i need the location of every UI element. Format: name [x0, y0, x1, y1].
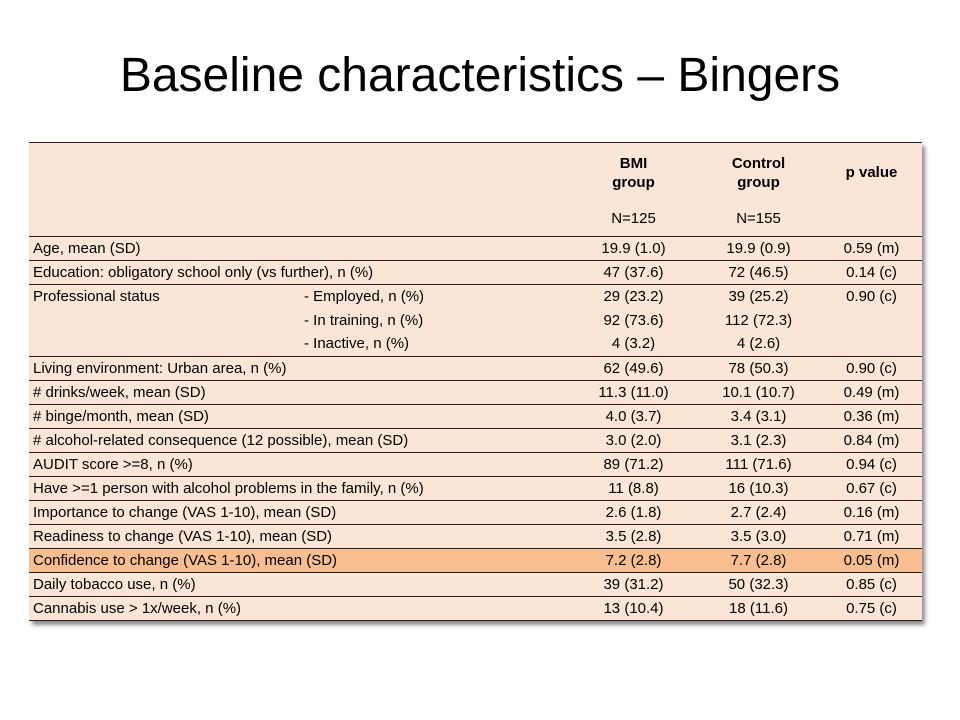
table-row: # alcohol-related consequence (12 possib… — [29, 428, 922, 453]
row-label: # drinks/week, mean (SD) — [29, 380, 571, 405]
row-label — [29, 332, 300, 357]
table-row: Importance to change (VAS 1-10), mean (S… — [29, 500, 922, 525]
bmi-value: 3.5 (2.8) — [571, 524, 696, 549]
row-label: Living environment: Urban area, n (%) — [29, 356, 571, 381]
p-value: 0.75 (c) — [821, 596, 922, 621]
header-blank-cell — [29, 142, 571, 237]
header-control-group-text: Control group — [731, 154, 786, 191]
header-bmi-group: BMI group — [571, 142, 696, 203]
header-bmi-n: N=125 — [571, 202, 696, 237]
control-value: 19.9 (0.9) — [696, 236, 821, 261]
bmi-value: 4.0 (3.7) — [571, 404, 696, 429]
table-row: # drinks/week, mean (SD) 11.3 (11.0) 10.1 … — [29, 380, 922, 405]
control-value: 16 (10.3) — [696, 476, 821, 501]
bmi-value: 11.3 (11.0) — [571, 380, 696, 405]
table-row: Have >=1 person with alcohol problems in… — [29, 476, 922, 501]
row-sublabel: - In training, n (%) — [300, 308, 571, 333]
p-value: 0.49 (m) — [821, 380, 922, 405]
p-value: 0.90 (c) — [821, 356, 922, 381]
bmi-value: 39 (31.2) — [571, 572, 696, 597]
p-value: 0.59 (m) — [821, 236, 922, 261]
row-sublabel: - Inactive, n (%) — [300, 332, 571, 357]
row-sublabel: - Employed, n (%) — [300, 284, 571, 309]
row-label: # alcohol-related consequence (12 possib… — [29, 428, 571, 453]
p-value: 0.94 (c) — [821, 452, 922, 477]
row-label: Confidence to change (VAS 1-10), mean (S… — [29, 548, 571, 573]
bmi-value: 47 (37.6) — [571, 260, 696, 285]
table-row: Living environment: Urban area, n (%) 62 … — [29, 356, 922, 381]
p-value: 0.85 (c) — [821, 572, 922, 597]
bmi-value: 11 (8.8) — [571, 476, 696, 501]
bmi-value: 29 (23.2) — [571, 284, 696, 309]
p-value: 0.14 (c) — [821, 260, 922, 285]
p-value — [821, 308, 922, 333]
header-control-n: N=155 — [696, 202, 821, 237]
p-value: 0.90 (c) — [821, 284, 922, 309]
control-value: 4 (2.6) — [696, 332, 821, 357]
table-row: Professional status - Employed, n (%) 29 (… — [29, 284, 922, 309]
control-value: 18 (11.6) — [696, 596, 821, 621]
header-control-group: Control group — [696, 142, 821, 203]
table-row: # binge/month, mean (SD) 4.0 (3.7) 3.4 (3.… — [29, 404, 922, 429]
p-value: 0.16 (m) — [821, 500, 922, 525]
table-row: Daily tobacco use, n (%) 39 (31.2) 50 (32.… — [29, 572, 922, 597]
control-value: 3.4 (3.1) — [696, 404, 821, 429]
table-row: - In training, n (%) 92 (73.6) 112 (72.3) — [29, 308, 922, 333]
row-label: Cannabis use > 1x/week, n (%) — [29, 596, 571, 621]
control-value: 112 (72.3) — [696, 308, 821, 333]
control-value: 39 (25.2) — [696, 284, 821, 309]
bmi-value: 13 (10.4) — [571, 596, 696, 621]
control-value: 111 (71.6) — [696, 452, 821, 477]
row-label: Daily tobacco use, n (%) — [29, 572, 571, 597]
control-value: 50 (32.3) — [696, 572, 821, 597]
table-row: Cannabis use > 1x/week, n (%) 13 (10.4) 18… — [29, 596, 922, 621]
row-label: # binge/month, mean (SD) — [29, 404, 571, 429]
header-row-groups: BMI group Control group p value — [29, 142, 922, 237]
bmi-value: 7.2 (2.8) — [571, 548, 696, 573]
row-label: Readiness to change (VAS 1-10), mean (SD… — [29, 524, 571, 549]
table-row: Confidence to change (VAS 1-10), mean (S… — [29, 548, 922, 573]
baseline-table: BMI group Control group p value N=125 N=… — [29, 142, 922, 621]
bmi-value: 92 (73.6) — [571, 308, 696, 333]
row-label — [29, 308, 300, 333]
p-value: 0.36 (m) — [821, 404, 922, 429]
table-body: Age, mean (SD) 19.9 (1.0) 19.9 (0.9) 0.59 (… — [29, 236, 922, 621]
table-row: - Inactive, n (%) 4 (3.2) 4 (2.6) — [29, 332, 922, 357]
header-bmi-group-text: BMI group — [612, 154, 655, 191]
control-value: 2.7 (2.4) — [696, 500, 821, 525]
table-row: Age, mean (SD) 19.9 (1.0) 19.9 (0.9) 0.59 (… — [29, 236, 922, 261]
p-value — [821, 332, 922, 357]
p-value: 0.71 (m) — [821, 524, 922, 549]
control-value: 3.1 (2.3) — [696, 428, 821, 453]
bmi-value: 19.9 (1.0) — [571, 236, 696, 261]
control-value: 7.7 (2.8) — [696, 548, 821, 573]
control-value: 72 (46.5) — [696, 260, 821, 285]
header-p-blank — [821, 202, 922, 237]
table-row: Education: obligatory school only (vs fu… — [29, 260, 922, 285]
p-value: 0.67 (c) — [821, 476, 922, 501]
table-row: AUDIT score >=8, n (%) 89 (71.2) 111 (71.6… — [29, 452, 922, 477]
row-label: AUDIT score >=8, n (%) — [29, 452, 571, 477]
p-value: 0.05 (m) — [821, 548, 922, 573]
row-label: Professional status — [29, 284, 300, 309]
bmi-value: 89 (71.2) — [571, 452, 696, 477]
slide-title: Baseline characteristics – Bingers — [119, 49, 841, 102]
control-value: 78 (50.3) — [696, 356, 821, 381]
baseline-table-container: BMI group Control group p value N=125 N=… — [29, 142, 922, 621]
control-value: 10.1 (10.7) — [696, 380, 821, 405]
row-label: Age, mean (SD) — [29, 236, 571, 261]
bmi-value: 2.6 (1.8) — [571, 500, 696, 525]
control-value: 3.5 (3.0) — [696, 524, 821, 549]
bmi-value: 4 (3.2) — [571, 332, 696, 357]
bmi-value: 3.0 (2.0) — [571, 428, 696, 453]
bmi-value: 62 (49.6) — [571, 356, 696, 381]
row-label: Have >=1 person with alcohol problems in… — [29, 476, 571, 501]
row-label: Education: obligatory school only (vs fu… — [29, 260, 571, 285]
table-row: Readiness to change (VAS 1-10), mean (SD… — [29, 524, 922, 549]
row-label: Importance to change (VAS 1-10), mean (S… — [29, 500, 571, 525]
p-value: 0.84 (m) — [821, 428, 922, 453]
header-p-value: p value — [821, 142, 922, 203]
